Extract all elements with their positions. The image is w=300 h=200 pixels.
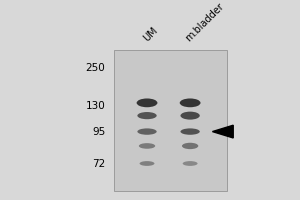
Ellipse shape [140,161,154,166]
Ellipse shape [139,143,155,149]
Ellipse shape [137,128,157,135]
Ellipse shape [181,128,200,135]
Ellipse shape [180,98,200,107]
Text: UM: UM [141,26,160,44]
Text: 250: 250 [86,63,105,73]
Ellipse shape [183,161,198,166]
Ellipse shape [181,112,200,120]
Ellipse shape [182,143,198,149]
Ellipse shape [137,112,157,119]
Bar [114,50,227,191]
Ellipse shape [136,98,158,107]
Polygon shape [212,125,233,138]
Text: 72: 72 [92,159,105,169]
Text: m.bladder: m.bladder [183,2,225,44]
Text: 95: 95 [92,127,105,137]
Text: 130: 130 [86,101,105,111]
